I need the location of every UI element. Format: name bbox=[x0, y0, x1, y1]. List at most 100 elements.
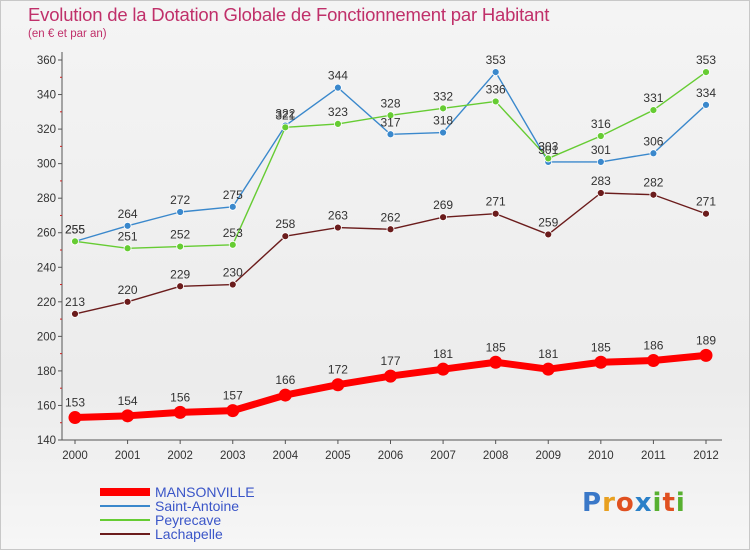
x-tick-label: 2012 bbox=[693, 450, 719, 462]
y-tick-label: 240 bbox=[37, 262, 56, 274]
data-label-peyrecave: 336 bbox=[486, 82, 506, 96]
data-point-peyrecave bbox=[491, 97, 500, 106]
data-label-mansonville: 181 bbox=[538, 347, 558, 361]
data-point-peyrecave bbox=[176, 242, 185, 251]
data-point-peyrecave bbox=[439, 104, 447, 113]
data-point-peyrecave bbox=[649, 106, 658, 114]
y-tick-label: 260 bbox=[37, 228, 56, 240]
legend-label: MANSONVILLE bbox=[155, 484, 255, 500]
legend-item: MANSONVILLE bbox=[100, 485, 360, 499]
data-label-mansonville: 181 bbox=[433, 347, 453, 361]
data-label-saint-antoine: 275 bbox=[223, 188, 243, 202]
data-point-peyrecave bbox=[71, 237, 79, 246]
data-label-saint-antoine: 353 bbox=[486, 53, 506, 67]
data-label-peyrecave: 251 bbox=[118, 229, 138, 243]
data-label-peyrecave: 353 bbox=[696, 53, 716, 67]
data-point-mansonville bbox=[121, 409, 135, 423]
data-label-saint-antoine: 318 bbox=[433, 114, 453, 128]
data-point-peyrecave bbox=[281, 123, 290, 132]
data-label-mansonville: 172 bbox=[328, 363, 348, 377]
x-tick-label: 2011 bbox=[641, 450, 666, 462]
data-label-saint-antoine: 306 bbox=[643, 134, 663, 148]
data-label-mansonville: 189 bbox=[696, 333, 716, 347]
data-label-lachapelle: 271 bbox=[486, 195, 506, 209]
data-point-mansonville bbox=[173, 405, 187, 419]
legend-item: Lachapelle bbox=[100, 527, 360, 541]
logo-letter: r bbox=[602, 488, 616, 518]
y-tick-label: 220 bbox=[37, 297, 56, 309]
data-point-lachapelle bbox=[71, 310, 79, 318]
data-label-mansonville: 185 bbox=[591, 340, 611, 354]
data-label-lachapelle: 258 bbox=[275, 217, 295, 231]
logo-letter: i bbox=[652, 488, 663, 518]
legend: MANSONVILLE Saint-Antoine Peyrecave Lachape… bbox=[100, 485, 360, 541]
x-tick-label: 2010 bbox=[588, 450, 614, 462]
y-tick-label: 280 bbox=[37, 193, 56, 205]
y-tick-label: 200 bbox=[37, 331, 56, 343]
data-point-lachapelle bbox=[491, 209, 500, 218]
data-label-saint-antoine: 301 bbox=[591, 143, 611, 157]
data-label-saint-antoine: 334 bbox=[696, 86, 716, 100]
x-tick-label: 2008 bbox=[483, 450, 509, 462]
data-point-lachapelle bbox=[439, 213, 447, 222]
data-label-lachapelle: 269 bbox=[433, 198, 453, 212]
data-label-saint-antoine: 264 bbox=[118, 207, 138, 221]
y-tick-label: 300 bbox=[37, 159, 56, 171]
data-point-mansonville bbox=[331, 378, 345, 392]
data-point-mansonville bbox=[489, 355, 503, 369]
data-label-mansonville: 185 bbox=[486, 340, 506, 354]
data-label-peyrecave: 323 bbox=[328, 105, 348, 119]
logo-letter: t bbox=[662, 488, 676, 518]
data-label-lachapelle: 283 bbox=[591, 174, 611, 188]
data-point-saint-antoine bbox=[491, 68, 500, 76]
chart-title: Evolution de la Dotation Globale de Fonc… bbox=[28, 4, 550, 25]
data-label-lachapelle: 230 bbox=[223, 266, 243, 280]
data-point-saint-antoine bbox=[334, 83, 342, 92]
data-label-mansonville: 186 bbox=[643, 339, 663, 353]
data-label-lachapelle: 259 bbox=[538, 215, 558, 229]
data-point-mansonville bbox=[541, 362, 555, 376]
data-point-peyrecave bbox=[123, 244, 132, 253]
y-tick-label: 180 bbox=[37, 366, 56, 378]
logo-letter: x bbox=[634, 488, 653, 518]
legend-item: Peyrecave bbox=[100, 513, 360, 527]
legend-swatch bbox=[100, 488, 150, 496]
data-point-saint-antoine bbox=[439, 128, 447, 137]
data-label-peyrecave: 328 bbox=[380, 96, 400, 110]
x-tick-label: 2005 bbox=[325, 450, 351, 462]
logo-letter: i bbox=[675, 488, 686, 518]
data-label-saint-antoine: 301 bbox=[538, 143, 558, 157]
data-point-mansonville bbox=[384, 369, 397, 383]
x-tick-label: 2004 bbox=[273, 450, 299, 462]
data-label-peyrecave: 303 bbox=[538, 139, 558, 153]
data-label-peyrecave: 253 bbox=[223, 226, 243, 240]
data-label-lachapelle: 262 bbox=[380, 210, 400, 224]
data-label-lachapelle: 271 bbox=[696, 195, 716, 209]
data-point-lachapelle bbox=[596, 189, 605, 197]
data-point-mansonville bbox=[226, 404, 240, 418]
legend-swatch bbox=[100, 519, 150, 521]
legend-label: Lachapelle bbox=[155, 526, 223, 542]
y-tick-label: 360 bbox=[37, 55, 56, 67]
legend-swatch bbox=[100, 533, 150, 535]
y-tick-label: 160 bbox=[37, 400, 56, 412]
data-point-mansonville bbox=[278, 388, 292, 402]
data-point-lachapelle bbox=[334, 223, 342, 232]
data-label-mansonville: 154 bbox=[118, 394, 138, 408]
data-point-lachapelle bbox=[228, 280, 237, 289]
data-point-saint-antoine bbox=[649, 149, 658, 158]
data-point-saint-antoine bbox=[386, 130, 395, 139]
data-label-peyrecave: 252 bbox=[170, 228, 190, 242]
x-tick-label: 2009 bbox=[535, 450, 561, 462]
data-point-mansonville bbox=[436, 362, 450, 376]
data-label-mansonville: 166 bbox=[275, 373, 295, 387]
data-label-peyrecave: 321 bbox=[275, 108, 295, 122]
data-label-mansonville: 156 bbox=[170, 390, 190, 404]
data-point-saint-antoine bbox=[702, 101, 710, 109]
logo-letter: o bbox=[615, 488, 635, 518]
legend-label: Saint-Antoine bbox=[155, 498, 240, 514]
data-point-lachapelle bbox=[281, 232, 290, 241]
proxiti-logo: Proxiti bbox=[582, 488, 686, 518]
data-label-saint-antoine: 255 bbox=[65, 222, 85, 236]
